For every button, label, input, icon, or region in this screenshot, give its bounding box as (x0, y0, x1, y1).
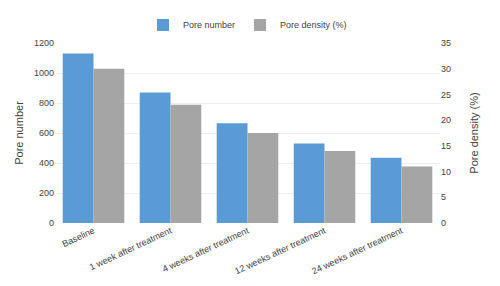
svg-text:20: 20 (441, 115, 451, 125)
svg-text:15: 15 (441, 141, 451, 151)
svg-text:25: 25 (441, 90, 451, 100)
svg-text:Pore number: Pore number (183, 20, 235, 30)
svg-text:4 weeks after treatment: 4 weeks after treatment (161, 225, 251, 274)
svg-text:Baseline: Baseline (61, 225, 97, 249)
svg-text:10: 10 (441, 167, 451, 177)
svg-text:200: 200 (39, 188, 54, 198)
svg-text:5: 5 (441, 192, 446, 202)
svg-text:24 weeks after treatment: 24 weeks after treatment (310, 225, 404, 276)
svg-text:1 week after treatment: 1 week after treatment (88, 225, 174, 272)
svg-text:30: 30 (441, 64, 451, 74)
svg-text:0: 0 (441, 218, 446, 228)
svg-text:Pore number: Pore number (13, 101, 25, 165)
svg-text:0: 0 (49, 218, 54, 228)
svg-text:800: 800 (39, 98, 54, 108)
svg-text:Pore density (%): Pore density (%) (280, 20, 347, 30)
svg-text:35: 35 (441, 38, 451, 48)
svg-text:400: 400 (39, 158, 54, 168)
svg-text:600: 600 (39, 128, 54, 138)
svg-text:Pore density (%): Pore density (%) (468, 92, 480, 173)
svg-text:1200: 1200 (34, 38, 54, 48)
svg-text:12 weeks after treatment: 12 weeks after treatment (233, 225, 327, 276)
svg-text:1000: 1000 (34, 68, 54, 78)
